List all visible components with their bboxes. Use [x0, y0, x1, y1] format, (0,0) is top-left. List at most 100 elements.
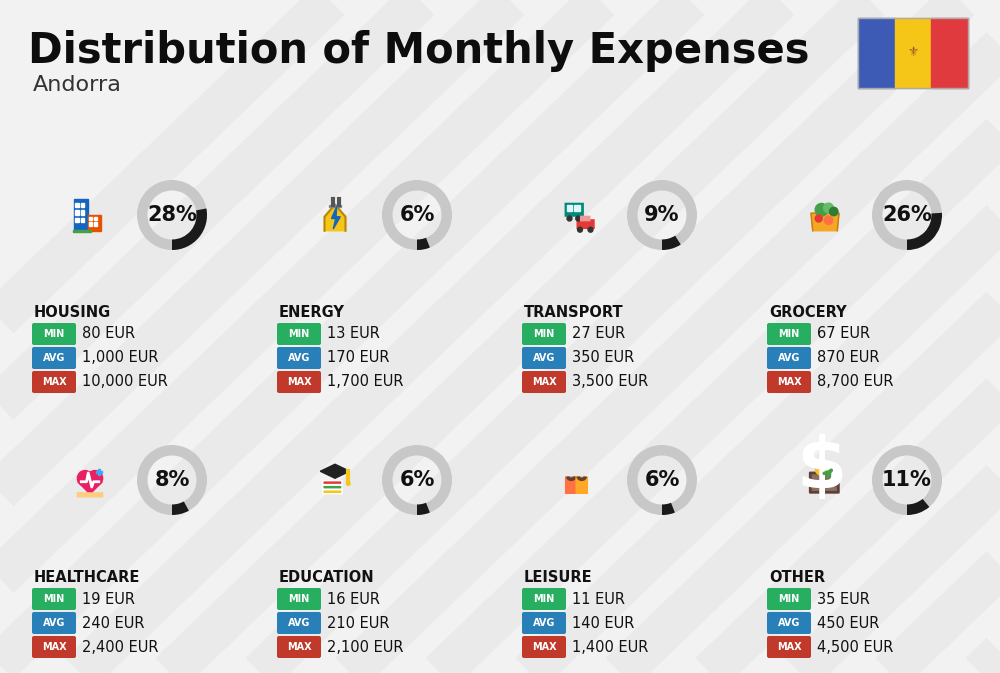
Text: 26%: 26%: [882, 205, 932, 225]
FancyBboxPatch shape: [277, 612, 321, 634]
Text: MIN: MIN: [288, 329, 310, 339]
FancyBboxPatch shape: [565, 476, 578, 494]
Text: MIN: MIN: [43, 329, 65, 339]
Text: 11%: 11%: [882, 470, 932, 490]
Bar: [94, 217, 97, 220]
Text: 28%: 28%: [147, 205, 197, 225]
Text: OTHER: OTHER: [769, 570, 825, 585]
FancyBboxPatch shape: [77, 492, 103, 497]
Text: 11 EUR: 11 EUR: [572, 592, 625, 606]
FancyBboxPatch shape: [580, 215, 591, 221]
Text: ⚜: ⚜: [907, 46, 919, 59]
Text: 1,000 EUR: 1,000 EUR: [82, 351, 158, 365]
Wedge shape: [907, 499, 929, 515]
Polygon shape: [811, 213, 839, 231]
FancyBboxPatch shape: [32, 347, 76, 369]
Text: 35 EUR: 35 EUR: [817, 592, 870, 606]
Circle shape: [830, 207, 838, 216]
Wedge shape: [907, 213, 942, 250]
FancyBboxPatch shape: [277, 323, 321, 345]
Circle shape: [831, 480, 835, 484]
Circle shape: [332, 468, 338, 474]
Text: MAX: MAX: [777, 642, 801, 652]
Circle shape: [815, 215, 822, 222]
Text: AVG: AVG: [533, 618, 555, 628]
FancyBboxPatch shape: [522, 323, 566, 345]
Text: 9%: 9%: [644, 205, 680, 225]
Wedge shape: [382, 180, 452, 250]
Text: MIN: MIN: [533, 594, 555, 604]
Text: ENERGY: ENERGY: [279, 305, 345, 320]
Polygon shape: [324, 205, 346, 231]
Text: 6%: 6%: [644, 470, 680, 490]
FancyBboxPatch shape: [767, 612, 811, 634]
Circle shape: [347, 482, 350, 485]
Circle shape: [77, 470, 93, 486]
Text: 8%: 8%: [154, 470, 190, 490]
Circle shape: [815, 462, 828, 475]
FancyBboxPatch shape: [767, 588, 811, 610]
Text: MIN: MIN: [778, 329, 800, 339]
Bar: [98, 469, 100, 475]
Text: 16 EUR: 16 EUR: [327, 592, 380, 606]
Circle shape: [815, 203, 828, 216]
Text: MAX: MAX: [532, 642, 556, 652]
Text: 10,000 EUR: 10,000 EUR: [82, 374, 168, 390]
Text: AVG: AVG: [288, 353, 310, 363]
FancyBboxPatch shape: [767, 323, 811, 345]
Circle shape: [824, 203, 833, 213]
Text: 870 EUR: 870 EUR: [817, 351, 880, 365]
Wedge shape: [627, 445, 697, 515]
Text: MIN: MIN: [533, 329, 555, 339]
Text: AVG: AVG: [43, 353, 65, 363]
Text: AVG: AVG: [778, 353, 800, 363]
Text: Andorra: Andorra: [33, 75, 122, 95]
Text: 450 EUR: 450 EUR: [817, 616, 879, 631]
FancyBboxPatch shape: [323, 490, 342, 494]
FancyBboxPatch shape: [32, 588, 76, 610]
FancyBboxPatch shape: [522, 588, 566, 610]
Text: 19 EUR: 19 EUR: [82, 592, 135, 606]
Text: 8,700 EUR: 8,700 EUR: [817, 374, 894, 390]
FancyBboxPatch shape: [575, 476, 588, 494]
Text: GROCERY: GROCERY: [769, 305, 847, 320]
Wedge shape: [417, 503, 430, 515]
FancyBboxPatch shape: [522, 612, 566, 634]
Bar: [74, 199, 88, 231]
FancyBboxPatch shape: [277, 588, 321, 610]
Text: 240 EUR: 240 EUR: [82, 616, 144, 631]
FancyBboxPatch shape: [767, 636, 811, 658]
Text: EDUCATION: EDUCATION: [279, 570, 375, 585]
FancyBboxPatch shape: [32, 636, 76, 658]
Wedge shape: [172, 209, 207, 250]
FancyBboxPatch shape: [828, 477, 838, 487]
Text: MAX: MAX: [532, 377, 556, 387]
Polygon shape: [332, 206, 340, 229]
Bar: [895, 18, 931, 88]
Bar: [94, 222, 97, 225]
Bar: [75, 211, 79, 215]
Bar: [574, 205, 580, 211]
Text: MAX: MAX: [42, 642, 66, 652]
Bar: [96, 471, 102, 473]
Text: 27 EUR: 27 EUR: [572, 326, 625, 341]
Bar: [567, 205, 572, 211]
Circle shape: [576, 216, 581, 221]
Text: HOUSING: HOUSING: [34, 305, 111, 320]
Wedge shape: [662, 503, 675, 515]
Text: $: $: [796, 434, 847, 503]
Bar: [858, 18, 968, 88]
FancyBboxPatch shape: [323, 485, 342, 489]
Polygon shape: [78, 482, 102, 494]
FancyBboxPatch shape: [32, 323, 76, 345]
Bar: [931, 18, 968, 88]
Text: MIN: MIN: [778, 594, 800, 604]
Wedge shape: [137, 445, 207, 515]
Text: AVG: AVG: [778, 618, 800, 628]
Text: 80 EUR: 80 EUR: [82, 326, 135, 341]
FancyBboxPatch shape: [767, 347, 811, 369]
Text: 350 EUR: 350 EUR: [572, 351, 634, 365]
Text: 6%: 6%: [399, 470, 435, 490]
Bar: [75, 218, 79, 222]
Wedge shape: [662, 236, 681, 250]
